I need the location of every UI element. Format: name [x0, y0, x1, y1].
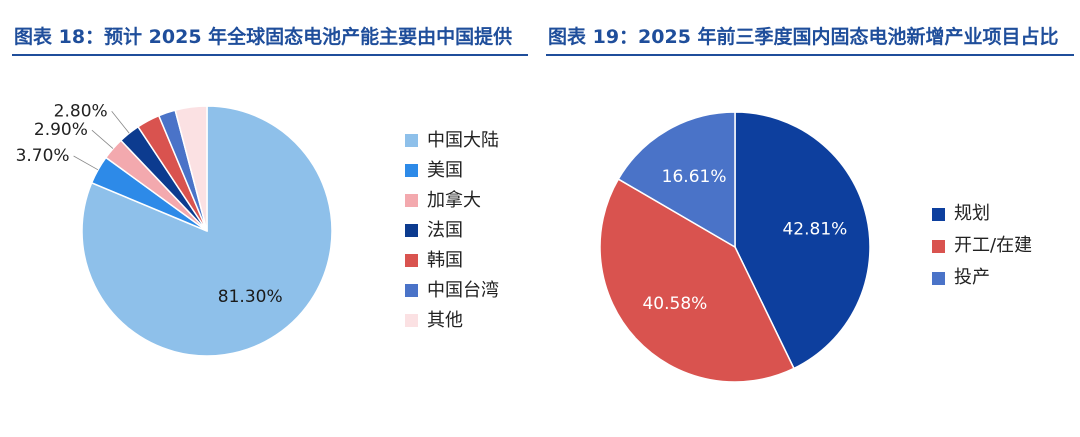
legend-swatch-4	[405, 224, 418, 237]
figure-19-title-rule	[546, 54, 1074, 56]
legend-item-5: 韩国	[405, 246, 499, 276]
legend-label-2: 美国	[427, 160, 463, 181]
legend-item-1: 规划	[932, 198, 1032, 230]
legend-swatch-6	[405, 284, 418, 297]
legend-item-4: 法国	[405, 216, 499, 246]
legend-swatch-3	[932, 272, 945, 285]
pie-slice-1	[734, 111, 871, 370]
leader-line-3	[91, 129, 114, 149]
legend-label-7: 其他	[427, 310, 463, 331]
data-label-2: 40.58%	[642, 294, 707, 314]
legend-item-3: 投产	[932, 262, 1032, 294]
leader-line-2	[73, 155, 99, 171]
legend-label-1: 中国大陆	[427, 130, 499, 151]
figure-18-panel: 图表 18：预计 2025 年全球固态电池产能主要由中国提供 81.30% 3.7…	[12, 26, 528, 357]
legend-label-1: 规划	[954, 203, 990, 224]
legend-swatch-2	[405, 164, 418, 177]
legend-label-3: 加拿大	[427, 190, 481, 211]
legend-label-4: 法国	[427, 220, 463, 241]
legend-item-2: 开工/在建	[932, 230, 1032, 262]
figure-18-pie-chart: 81.30% 3.70% 2.90%2.80%	[16, 101, 333, 357]
figure-18-legend: 中国大陆美国加拿大法国韩国中国台湾其他	[405, 126, 499, 336]
data-label-1: 42.81%	[782, 220, 847, 240]
figure-19-legend: 规划开工/在建投产	[932, 198, 1032, 294]
legend-swatch-2	[932, 240, 945, 253]
legend-swatch-5	[405, 254, 418, 267]
figure-19-panel: 图表 19：2025 年前三季度国内固态电池新增产业项目占比 42.81% 40.…	[540, 0, 1080, 437]
legend-item-1: 中国大陆	[405, 126, 499, 156]
legend-swatch-1	[405, 134, 418, 147]
figure-18-title-rule	[12, 54, 528, 56]
legend-label-2: 开工/在建	[954, 235, 1033, 256]
legend-swatch-1	[932, 208, 945, 221]
data-label-3: 16.61%	[662, 167, 727, 187]
legend-item-3: 加拿大	[405, 186, 499, 216]
legend-swatch-3	[405, 194, 418, 207]
legend-item-2: 美国	[405, 156, 499, 186]
data-label-3: 2.90%	[34, 120, 88, 140]
data-label-1: 81.30%	[218, 287, 283, 307]
legend-label-5: 韩国	[427, 250, 463, 271]
figure-18-title: 图表 18：预计 2025 年全球固态电池产能主要由中国提供	[14, 26, 513, 48]
pie-slice-2	[599, 178, 795, 383]
leader-line-4	[111, 111, 130, 134]
data-label-2: 3.70%	[16, 146, 70, 166]
figure-19-title: 图表 19：2025 年前三季度国内固态电池新增产业项目占比	[548, 26, 1059, 48]
legend-item-6: 中国台湾	[405, 276, 499, 306]
pie-slice-3	[617, 111, 736, 249]
data-label-4: 2.80%	[54, 101, 108, 121]
legend-label-3: 投产	[954, 267, 990, 288]
figure-19-pie-chart: 42.81% 40.58% 16.61%	[599, 111, 871, 383]
legend-swatch-7	[405, 314, 418, 327]
legend-item-7: 其他	[405, 306, 499, 336]
pie-slice-7	[174, 105, 208, 232]
legend-label-6: 中国台湾	[427, 280, 499, 301]
